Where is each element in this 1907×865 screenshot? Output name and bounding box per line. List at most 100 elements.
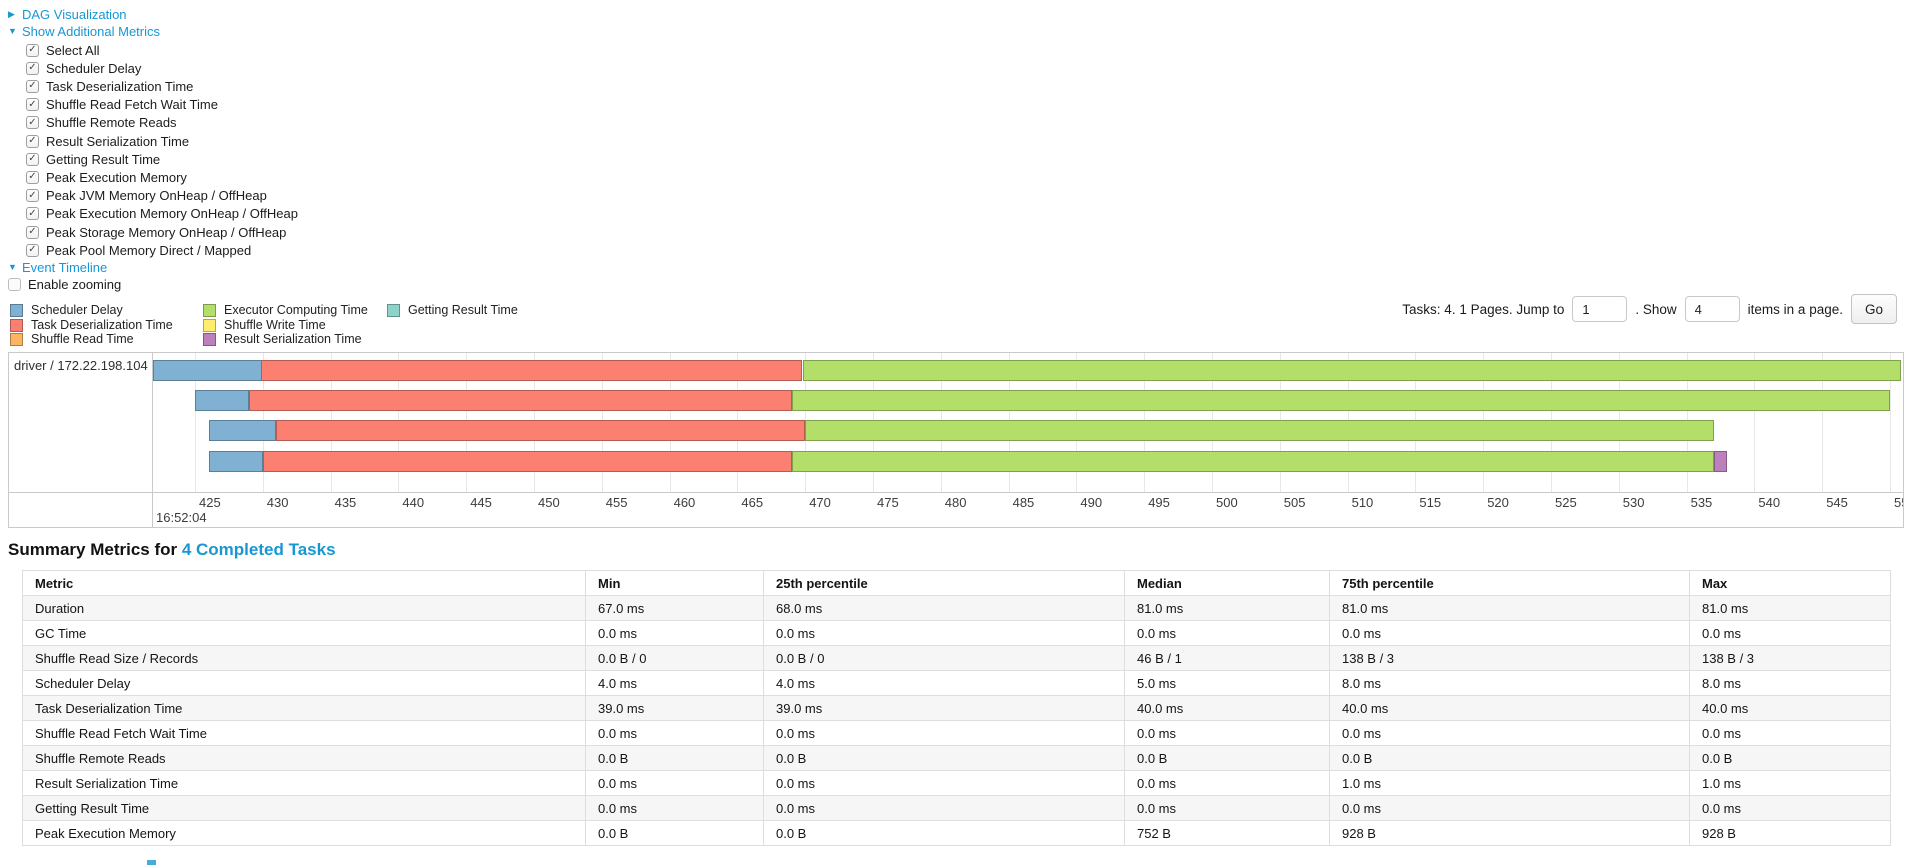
- metric-value-cell: 81.0 ms: [1689, 595, 1891, 621]
- axis-tick-label: 450: [538, 495, 560, 510]
- metric-checkbox-row-task-deserialization-time[interactable]: ✓ Task Deserialization Time: [26, 78, 193, 94]
- axis-tick-label: 485: [1012, 495, 1035, 510]
- legend-item-executor-computing-time: Executor Computing Time: [203, 303, 368, 318]
- legend-label: Shuffle Write Time: [224, 317, 326, 332]
- event-timeline-toggle[interactable]: ▼ Event Timeline: [8, 259, 107, 275]
- metric-checkbox-result-serialization-time[interactable]: ✓: [26, 134, 39, 148]
- pagination-tasks-text: Tasks: 4. 1 Pages. Jump to: [1402, 301, 1565, 317]
- metric-checkbox-row-peak-execution-memory[interactable]: ✓ Peak Execution Memory: [26, 169, 187, 185]
- axis-tick-label: 435: [334, 495, 357, 510]
- axis-tick-label: 545: [1826, 495, 1848, 510]
- timeline-legend: Scheduler Delay Task Deserialization Time…: [10, 303, 570, 351]
- axis-tick-label: 550: [1894, 495, 1903, 510]
- metric-checkbox-peak-execution-memory[interactable]: ✓: [26, 170, 39, 184]
- timeline-bar-segment-scheduler-delay[interactable]: [153, 360, 262, 381]
- legend-label: Result Serialization Time: [224, 332, 362, 347]
- items-per-page-input[interactable]: [1684, 296, 1740, 322]
- metric-value-cell: 40.0 ms: [1329, 695, 1690, 721]
- metric-checkbox-shuffle-remote-reads[interactable]: ✓: [26, 116, 39, 130]
- metric-value-cell: 40.0 ms: [1124, 695, 1330, 721]
- axis-tick-label: 455: [605, 495, 628, 510]
- metric-checkbox-task-deserialization-time[interactable]: ✓: [26, 79, 39, 93]
- shuffle-write-time-swatch-icon: [203, 318, 216, 332]
- metric-checkbox-label: Task Deserialization Time: [46, 78, 194, 94]
- event-timeline-chart: 425 430 435 440 445 450 455 460 465 470 475 480 485 4…: [8, 352, 1904, 528]
- axis-tick-label: 465: [741, 495, 764, 510]
- metric-checkbox-label: Peak Execution Memory: [46, 169, 187, 185]
- timeline-bar-segment-task-deserialization[interactable]: [249, 390, 792, 411]
- event-timeline-link[interactable]: Event Timeline: [22, 259, 108, 275]
- metric-checkbox-row-getting-result-time[interactable]: ✓ Getting Result Time: [26, 151, 160, 167]
- metric-checkbox-row-shuffle-read-fetch-wait-time[interactable]: ✓ Shuffle Read Fetch Wait Time: [26, 97, 218, 113]
- timeline-bar-segment-task-deserialization[interactable]: [276, 420, 806, 441]
- legend-item-scheduler-delay: Scheduler Delay: [10, 303, 123, 318]
- metric-name-cell: Task Deserialization Time: [22, 695, 586, 721]
- metric-value-cell: 0.0 B: [763, 820, 1125, 846]
- metric-value-cell: 0.0 ms: [585, 795, 764, 821]
- timeline-bar-segment-scheduler-delay[interactable]: [195, 390, 250, 411]
- enable-zooming-row[interactable]: Enable zooming: [8, 276, 121, 292]
- metric-checkbox-peak-jvm-memory-onheap-offheap[interactable]: ✓: [26, 189, 39, 203]
- completed-tasks-link[interactable]: 4 Completed Tasks: [181, 540, 336, 559]
- metric-value-cell: 8.0 ms: [1329, 670, 1690, 696]
- summary-metrics-heading-text: Summary Metrics for: [8, 540, 182, 559]
- gridline: [1890, 353, 1891, 492]
- timeline-bar-segment-task-deserialization[interactable]: [262, 451, 792, 472]
- axis-tick-label: 510: [1351, 495, 1374, 510]
- legend-item-task-deserialization-time: Task Deserialization Time: [10, 318, 173, 333]
- scheduler-delay-swatch-icon: [10, 304, 23, 317]
- metric-value-cell: 81.0 ms: [1329, 595, 1690, 621]
- timeline-bar-segment-executor-computing[interactable]: [791, 390, 1890, 411]
- metric-checkbox-label: Scheduler Delay: [46, 60, 142, 76]
- column-header-median: Median: [1124, 570, 1330, 596]
- metric-value-cell: 0.0 B / 0: [763, 645, 1125, 671]
- timeline-bar-segment-result-serialization[interactable]: [1713, 451, 1728, 472]
- legend-item-result-serialization-time: Result Serialization Time: [203, 332, 362, 347]
- timeline-bar-segment-executor-computing[interactable]: [805, 420, 1714, 441]
- timeline-bar-segment-scheduler-delay[interactable]: [208, 451, 263, 472]
- metric-checkbox-label: Peak Storage Memory OnHeap / OffHeap: [46, 224, 287, 240]
- metric-checkbox-row-peak-jvm-memory-onheap-offheap[interactable]: ✓ Peak JVM Memory OnHeap / OffHeap: [26, 188, 267, 204]
- metric-checkbox-row-result-serialization-time[interactable]: ✓ Result Serialization Time: [26, 133, 189, 149]
- axis-tick-label: 475: [877, 495, 899, 510]
- metric-value-cell: 138 B / 3: [1329, 645, 1690, 671]
- metric-checkbox-getting-result-time[interactable]: ✓: [26, 152, 39, 166]
- metric-checkbox-scheduler-delay[interactable]: ✓: [26, 61, 39, 75]
- timeline-bar-segment-executor-computing[interactable]: [802, 360, 1901, 381]
- metric-checkbox-select-all[interactable]: ✓: [26, 43, 39, 57]
- go-button[interactable]: Go: [1850, 294, 1897, 324]
- gridline: [195, 353, 196, 492]
- show-additional-metrics-toggle[interactable]: ▼ Show Additional Metrics: [8, 23, 160, 39]
- metric-checkbox-row-peak-execution-memory-onheap-offheap[interactable]: ✓ Peak Execution Memory OnHeap / OffHeap: [26, 206, 298, 222]
- metric-checkbox-row-shuffle-remote-reads[interactable]: ✓ Shuffle Remote Reads: [26, 115, 177, 131]
- metric-value-cell: 1.0 ms: [1329, 770, 1690, 796]
- metric-checkbox-peak-pool-memory-direct-mapped[interactable]: ✓: [26, 243, 39, 257]
- metric-checkbox-row-scheduler-delay[interactable]: ✓ Scheduler Delay: [26, 60, 141, 76]
- metric-checkbox-row-select-all[interactable]: ✓ Select All: [26, 42, 99, 58]
- metric-checkbox-shuffle-read-fetch-wait-time[interactable]: ✓: [26, 98, 39, 112]
- metric-value-cell: 928 B: [1689, 820, 1891, 846]
- dag-visualization-link[interactable]: DAG Visualization: [22, 6, 127, 22]
- metric-value-cell: 0.0 ms: [585, 770, 764, 796]
- dag-visualization-toggle[interactable]: ▶ DAG Visualization: [8, 6, 127, 22]
- enable-zooming-checkbox[interactable]: [8, 277, 21, 291]
- metric-checkbox-row-peak-storage-memory-onheap-offheap[interactable]: ✓ Peak Storage Memory OnHeap / OffHeap: [26, 224, 286, 240]
- metric-value-cell: 0.0 B / 0: [585, 645, 764, 671]
- axis-tick-label: 470: [809, 495, 831, 510]
- metric-checkbox-label: Getting Result Time: [46, 151, 161, 167]
- metric-checkbox-peak-execution-memory-onheap-offheap[interactable]: ✓: [26, 207, 39, 221]
- table-row-shuffle-remote-reads: Shuffle Remote Reads 0.0 B 0.0 B 0.0 B 0.0 B…: [22, 745, 1891, 771]
- summary-metrics-table: Metric Min 25th percentile Median 75th perce…: [22, 570, 1891, 846]
- timeline-bar-segment-scheduler-delay[interactable]: [208, 420, 277, 441]
- metric-checkbox-peak-storage-memory-onheap-offheap[interactable]: ✓: [26, 225, 39, 239]
- metric-checkbox-row-peak-pool-memory-direct-mapped[interactable]: ✓ Peak Pool Memory Direct / Mapped: [26, 242, 251, 258]
- table-row-shuffle-read-fetch-wait-time: Shuffle Read Fetch Wait Time 0.0 ms 0.0 ms…: [22, 720, 1891, 746]
- timeline-bar-segment-executor-computing[interactable]: [791, 451, 1714, 472]
- axis-tick-label: 440: [402, 495, 425, 510]
- axis-tick-label: 500: [1216, 495, 1238, 510]
- timeline-bar-segment-task-deserialization[interactable]: [261, 360, 803, 381]
- metric-value-cell: 0.0 ms: [1329, 720, 1690, 746]
- axis-tick-label: 505: [1283, 495, 1306, 510]
- jump-to-page-input[interactable]: [1572, 296, 1628, 322]
- show-additional-metrics-link[interactable]: Show Additional Metrics: [22, 23, 161, 39]
